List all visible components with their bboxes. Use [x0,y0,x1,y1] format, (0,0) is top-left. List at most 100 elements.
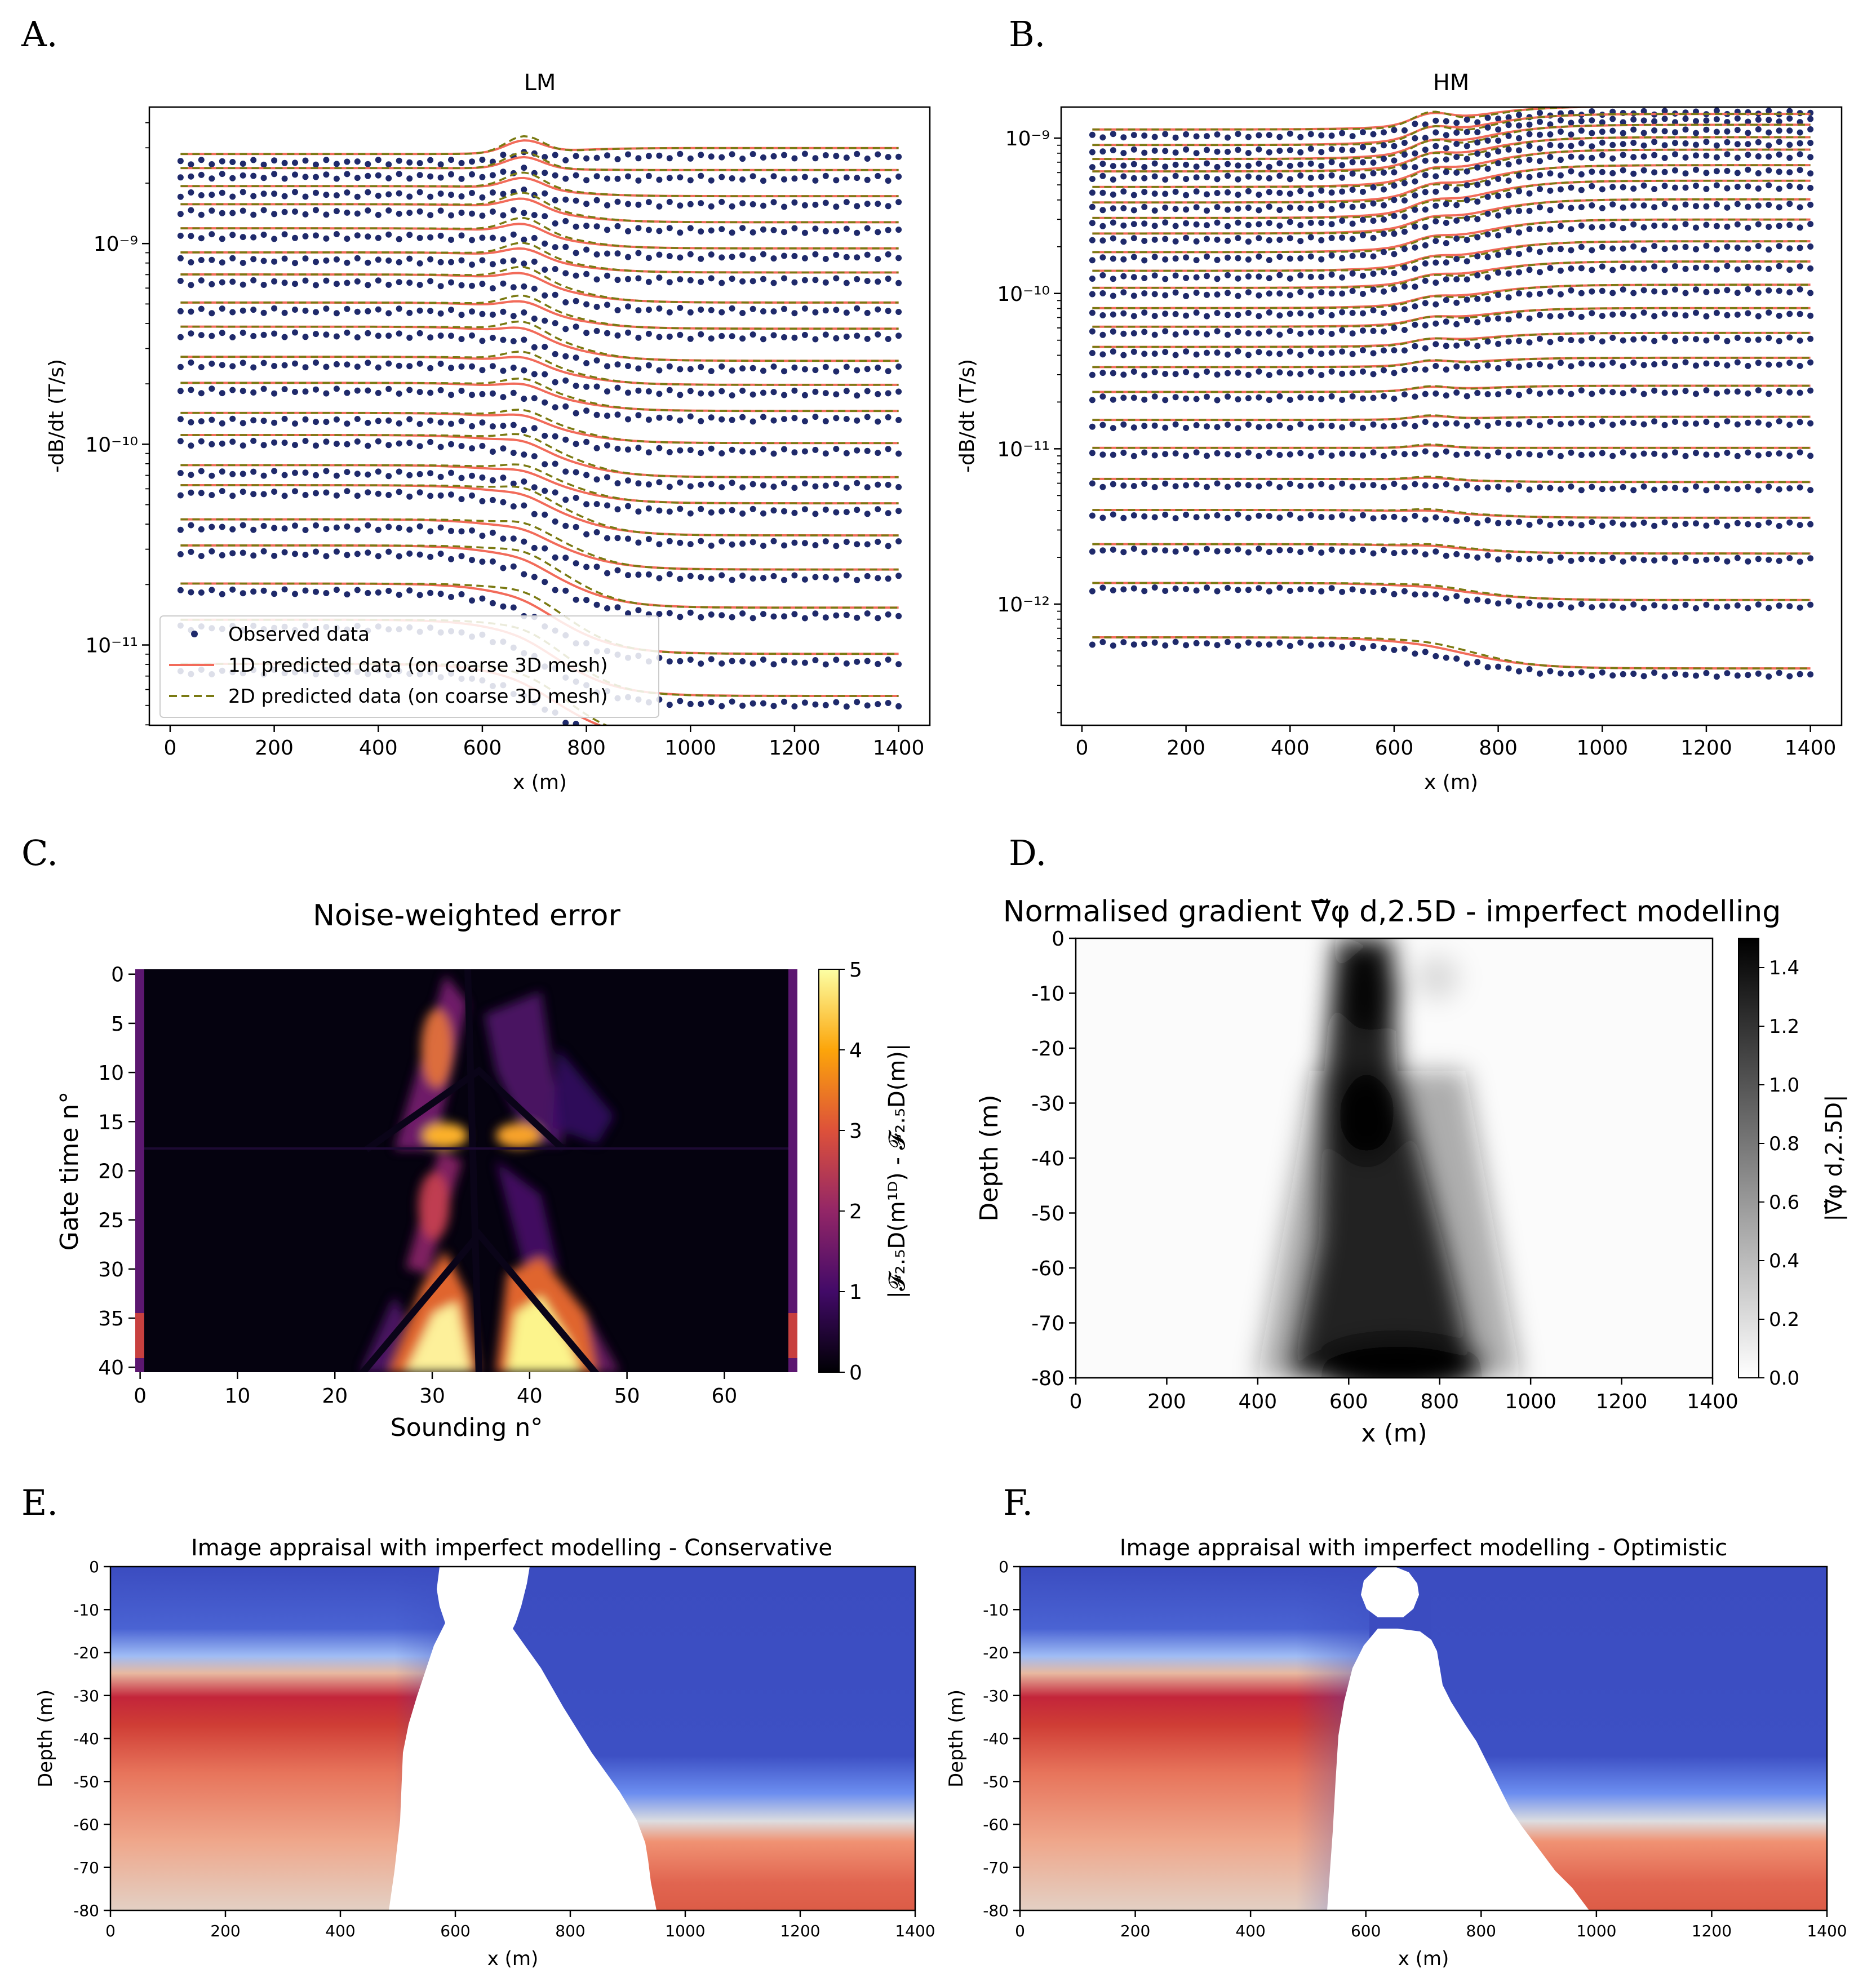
observed-point [1453,202,1460,209]
observed-point [1120,150,1127,157]
observed-point [708,153,715,160]
observed-point [416,208,423,215]
observed-point [593,501,600,507]
observed-point [385,332,392,339]
observed-point [656,176,663,183]
observed-point [562,555,569,561]
observed-point [1724,223,1731,230]
observed-point [313,472,319,478]
observed-point [1766,484,1772,490]
observed-point [302,233,309,240]
observed-point [812,251,819,258]
panel-e-image [110,1567,915,1910]
observed-point [854,743,860,749]
y-tick-label: 10⁻¹⁰ [85,433,138,456]
observed-point [1797,119,1803,126]
observed-point [739,225,746,232]
observed-point [1214,424,1221,431]
observed-point [1141,132,1148,139]
observed-point [1235,255,1241,261]
observed-point [1557,486,1564,493]
observed-point [510,365,517,371]
observed-point [229,387,236,393]
observed-point [365,360,371,366]
observed-point [1089,149,1096,156]
observed-point [1661,603,1668,610]
observed-point [521,260,527,267]
observed-point [729,305,735,312]
observed-point [1526,451,1533,458]
pred2d-line [180,409,899,444]
observed-point [1682,265,1689,272]
observed-point [781,334,787,340]
observed-point [719,388,725,394]
observed-point [1766,451,1772,458]
x-tick-label: 400 [1271,737,1310,760]
observed-point [1797,558,1803,565]
observed-point [1443,240,1449,246]
observed-point [1360,291,1366,297]
observed-point [885,251,892,258]
observed-point [843,572,850,579]
observed-point [1162,236,1169,242]
observed-point [1682,359,1689,366]
observed-point [198,418,205,425]
observed-point [1651,313,1658,320]
observed-point [354,158,361,165]
observed-point [635,571,642,578]
observed-point [271,468,278,474]
observed-point [458,496,465,503]
observed-point [1578,127,1585,134]
observed-point [1151,291,1158,298]
observed-point [375,526,382,533]
observed-point [521,187,527,193]
observed-point [749,505,756,512]
observed-point [1640,309,1647,316]
panel-b-x-ticks: 0 200 400 600 800 1000 1200 1400 [1075,725,1836,760]
y-tick-label: -10 [73,1600,99,1619]
observed-point [1797,449,1803,456]
observed-point [698,200,704,207]
observed-point [1349,309,1356,316]
observed-point [1682,221,1689,228]
observed-point [1766,605,1772,611]
observed-point [1360,588,1366,595]
observed-point [1235,481,1241,488]
observed-point [1797,167,1803,174]
observed-point [677,150,684,157]
y-tick-label: 20 [98,1160,124,1183]
observed-point [1256,545,1262,552]
observed-point [1734,170,1741,176]
observed-point [1349,330,1356,337]
observed-point [209,192,215,198]
observed-point [1349,421,1356,428]
observed-point [229,363,236,370]
observed-point [281,549,288,556]
observed-point [437,161,444,168]
observed-point [1474,119,1481,126]
observed-point [1495,291,1502,298]
observed-point [1568,265,1575,272]
chevron-upper-right [485,992,564,1144]
x-tick-label: 1400 [873,737,925,760]
observed-point [448,332,454,339]
observed-point [1141,513,1148,520]
observed-point [854,541,861,548]
observed-point [760,747,766,753]
observed-point [1256,349,1262,356]
x-tick-label: 0 [1075,737,1088,760]
observed-point [271,489,278,495]
panel-e-x-label: x (m) [487,1948,539,1970]
observed-point [406,416,413,423]
observed-point [469,527,475,534]
x-tick-label: 800 [555,1922,585,1940]
observed-point [219,236,225,242]
observed-point [1474,659,1481,666]
observed-point [427,417,434,424]
observed-point [209,231,215,238]
observed-point [666,363,673,370]
observed-point [708,542,715,549]
observed-point [729,276,735,282]
pred1d-line [180,382,899,413]
observed-point [1693,203,1699,210]
